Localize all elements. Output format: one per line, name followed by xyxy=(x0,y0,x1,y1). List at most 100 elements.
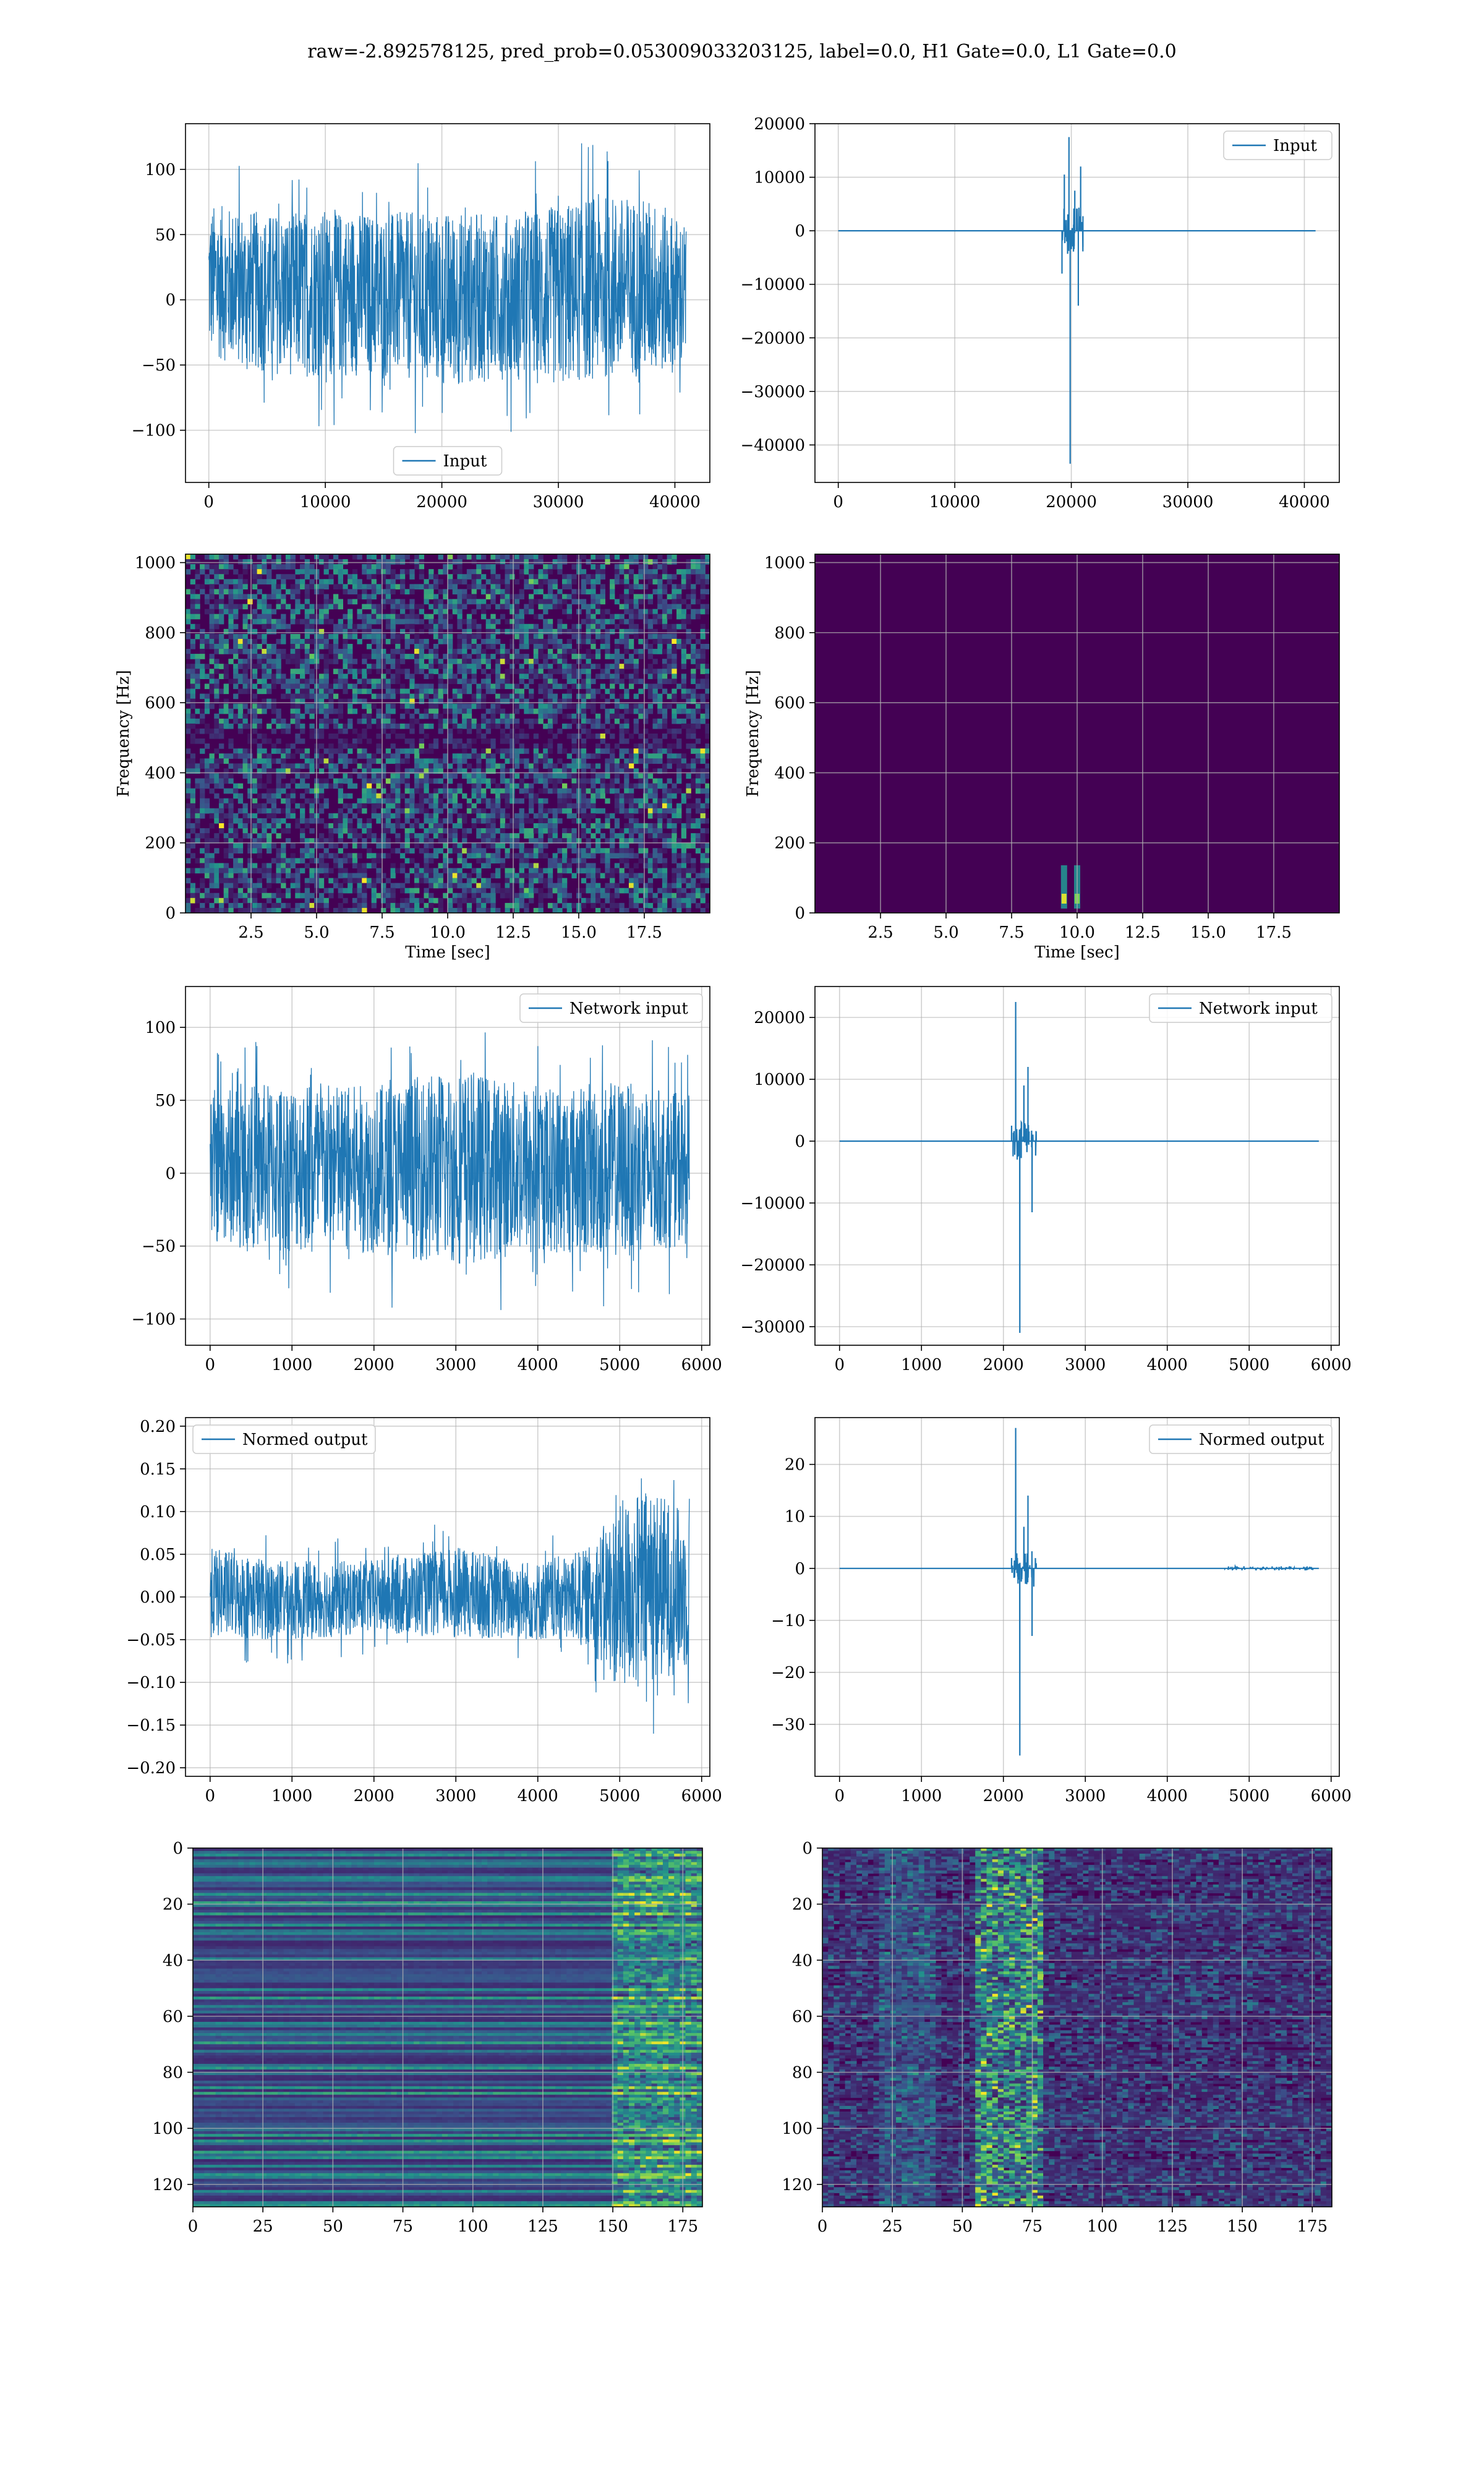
heatmap-cell xyxy=(652,803,658,809)
heatmap-cell xyxy=(466,618,472,625)
heatmap-cell xyxy=(562,773,568,779)
heatmap-cell xyxy=(605,649,610,654)
heatmap-cell xyxy=(605,708,610,714)
heatmap-cell xyxy=(300,664,305,669)
heatmap-cell xyxy=(242,659,248,664)
heatmap-cell xyxy=(343,559,348,565)
heatmap-cell xyxy=(204,863,210,869)
heatmap-cell xyxy=(257,664,262,669)
heatmap-cell xyxy=(237,873,244,879)
heatmap-cell xyxy=(395,753,401,759)
heatmap-cell xyxy=(271,589,277,595)
heatmap-cell xyxy=(276,897,281,904)
heatmap-cell xyxy=(633,728,639,734)
heatmap-cell xyxy=(529,669,534,674)
heatmap-cell xyxy=(371,897,377,904)
heatmap-cell xyxy=(652,778,658,784)
heatmap-cell xyxy=(376,783,382,789)
heatmap-cell xyxy=(409,654,415,659)
heatmap-cell xyxy=(547,868,553,874)
heatmap-cell xyxy=(399,823,406,829)
heatmap-cell xyxy=(643,768,649,774)
heatmap-cell xyxy=(262,649,267,654)
heatmap-cell xyxy=(242,763,248,769)
heatmap-cell xyxy=(638,703,644,709)
heatmap-cell xyxy=(705,574,710,580)
heatmap-cell xyxy=(552,788,558,794)
heatmap-cell xyxy=(343,614,348,620)
heatmap-cell xyxy=(448,773,453,779)
heatmap-cell xyxy=(262,614,267,620)
heatmap-cell xyxy=(552,669,558,674)
heatmap-cell xyxy=(233,649,239,654)
heatmap-cell xyxy=(362,584,367,589)
heatmap-cell xyxy=(514,683,520,690)
heatmap-cell xyxy=(186,669,191,674)
heatmap-cell xyxy=(695,574,701,580)
heatmap-cell xyxy=(438,554,443,560)
heatmap-cell xyxy=(595,828,601,834)
heatmap-cell xyxy=(309,828,315,834)
heatmap-cell xyxy=(318,604,325,610)
heatmap-cell xyxy=(586,604,591,610)
heatmap-cell xyxy=(352,554,358,560)
heatmap-cell xyxy=(628,628,634,635)
heatmap-cell xyxy=(271,858,277,864)
heatmap-cell xyxy=(695,833,701,839)
heatmap-cell xyxy=(352,669,358,674)
heatmap-cell xyxy=(376,843,382,849)
heatmap-cell xyxy=(500,579,506,584)
heatmap-cell xyxy=(605,798,610,804)
heatmap-cell xyxy=(628,584,634,589)
heatmap-cell xyxy=(457,633,463,640)
heatmap-cell xyxy=(691,833,696,839)
heatmap-cell xyxy=(252,868,258,874)
heatmap-cell xyxy=(538,753,544,759)
heatmap-cell xyxy=(610,628,615,635)
heatmap-cell xyxy=(318,783,325,789)
heatmap-cell xyxy=(233,644,239,649)
heatmap-cell xyxy=(309,688,315,695)
heatmap-cell xyxy=(237,793,244,799)
heatmap-cell xyxy=(290,698,296,704)
heatmap-cell xyxy=(652,674,658,679)
heatmap-cell xyxy=(409,604,415,610)
heatmap-cell xyxy=(700,589,706,595)
heatmap-cell xyxy=(448,873,453,879)
heatmap-cell xyxy=(510,888,515,894)
heatmap-cell xyxy=(381,813,386,819)
heatmap-cell xyxy=(209,838,215,844)
heatmap-cell xyxy=(414,649,420,654)
heatmap-cell xyxy=(581,833,587,839)
heatmap-cell xyxy=(510,783,515,789)
heatmap-cell xyxy=(466,614,472,620)
heatmap-cell xyxy=(443,758,448,764)
heatmap-cell xyxy=(490,738,496,744)
heatmap-cell xyxy=(581,708,587,714)
heatmap-cell xyxy=(348,778,353,784)
heatmap-cell xyxy=(362,753,367,759)
heatmap-cell xyxy=(700,649,706,654)
heatmap-cell xyxy=(614,649,620,654)
heatmap-cell xyxy=(691,633,696,640)
heatmap-cell xyxy=(285,873,291,879)
heatmap-cell xyxy=(462,768,467,774)
heatmap-cell xyxy=(657,594,663,600)
heatmap-cell xyxy=(190,564,196,570)
heatmap-cell xyxy=(242,633,248,640)
heatmap-cell xyxy=(366,618,372,625)
heatmap-cell xyxy=(323,823,329,829)
heatmap-cell xyxy=(605,788,610,794)
heatmap-cell xyxy=(485,798,491,804)
heatmap-cell xyxy=(672,633,677,640)
heatmap-cell xyxy=(643,783,649,789)
heatmap-cell xyxy=(376,659,382,664)
heatmap-cell xyxy=(471,633,477,640)
heatmap-cell xyxy=(547,683,553,690)
heatmap-cell xyxy=(333,843,339,849)
heatmap-cell xyxy=(228,848,234,854)
heatmap-cell xyxy=(204,664,210,669)
heatmap-cell xyxy=(271,564,277,570)
heatmap-cell xyxy=(681,873,687,879)
heatmap-cell xyxy=(510,713,515,719)
